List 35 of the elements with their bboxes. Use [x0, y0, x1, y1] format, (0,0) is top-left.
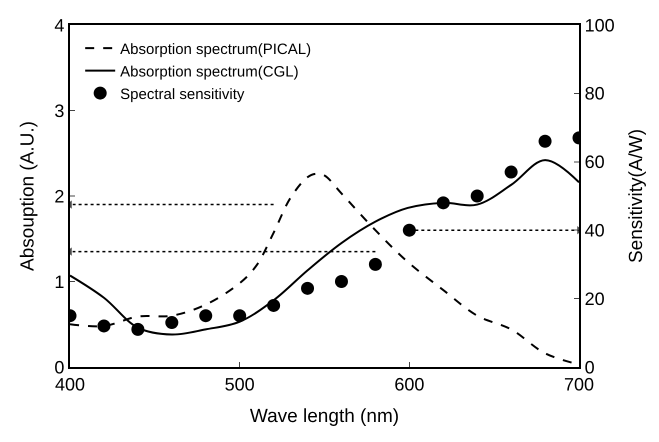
x-tick-label: 500 — [224, 374, 255, 395]
point — [538, 134, 552, 148]
y-tick-label: 0 — [54, 357, 64, 378]
y2-tick-label: 60 — [584, 152, 605, 172]
y-tick-label: 4 — [54, 15, 64, 36]
point — [334, 275, 348, 288]
y2-tick-label: 20 — [584, 288, 605, 309]
legend-label: Absorption spectrum(PICAL) — [120, 40, 312, 58]
y-tick-label: 3 — [54, 100, 64, 121]
y2-tick-label: 100 — [584, 15, 615, 36]
point — [165, 316, 178, 330]
point — [470, 190, 484, 202]
point — [199, 309, 212, 322]
point — [131, 322, 144, 336]
y-tick-label: 1 — [54, 272, 64, 292]
y2-axis-title: Sensitivity(A/W) — [626, 128, 647, 264]
x-tick-label: 700 — [564, 374, 594, 395]
point — [436, 196, 450, 210]
point — [368, 258, 382, 271]
y-axis-title: Absouption (A.U.) — [18, 121, 39, 271]
point — [233, 309, 246, 322]
point — [301, 282, 314, 295]
legend-label: Absorption spectrum(CGL) — [120, 63, 299, 80]
point — [402, 224, 416, 237]
legend-label: Spectral sensitivity — [120, 86, 245, 103]
point — [267, 298, 280, 312]
x-tick-label: 600 — [394, 374, 424, 395]
point — [504, 166, 518, 179]
y2-tick-label: 0 — [584, 357, 595, 378]
y2-tick-label: 40 — [584, 220, 605, 240]
x-axis-title: Wave length (nm) — [250, 406, 400, 427]
point — [97, 319, 110, 332]
x-tick-label: 400 — [54, 374, 86, 395]
y2-tick-label: 80 — [584, 84, 605, 104]
y-tick-label: 2 — [54, 186, 64, 206]
